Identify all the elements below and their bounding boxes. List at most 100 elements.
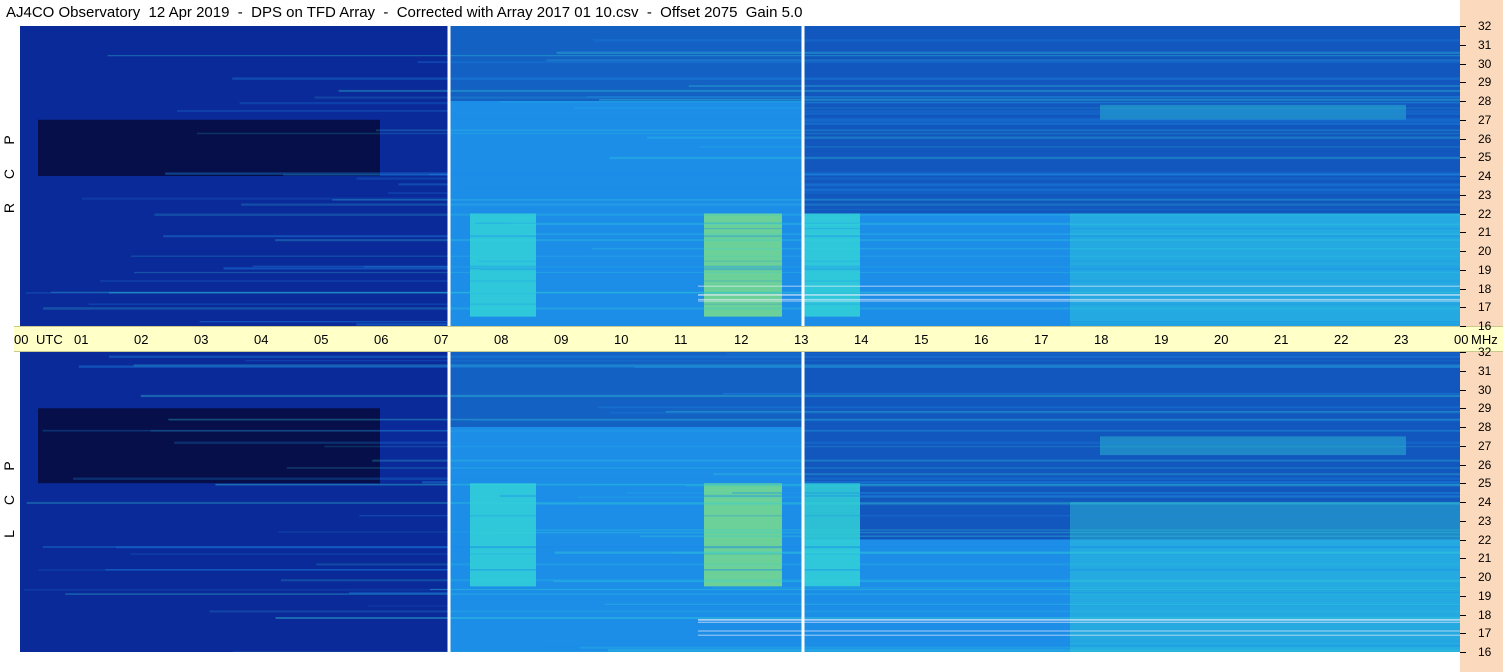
frequency-tick-label: 24	[1478, 495, 1492, 509]
utc-tick-label: 14	[854, 332, 869, 347]
spectral-stripe	[634, 366, 1460, 368]
spectral-stripe	[545, 112, 1460, 115]
frequency-tick-label: 31	[1478, 363, 1492, 378]
emission-feature	[1070, 502, 1460, 652]
frequency-tick-mark	[1460, 251, 1466, 252]
spectral-stripe	[474, 532, 1460, 534]
spectral-stripe	[286, 467, 1460, 469]
frequency-tick-label: 21	[1478, 225, 1492, 240]
frequency-tick-label: 24	[1478, 169, 1492, 183]
utc-tick-label: 19	[1154, 332, 1169, 347]
spectral-stripe	[283, 174, 1460, 176]
polarization-letter: L	[1, 530, 17, 538]
spectral-stripe	[387, 192, 1460, 194]
spectral-stripe	[554, 551, 1460, 554]
spectral-stripe	[280, 579, 1460, 582]
spectral-stripe	[349, 591, 1460, 595]
spectral-stripe	[593, 39, 1460, 42]
frequency-tick-label: 27	[1478, 112, 1492, 127]
spectral-stripe	[241, 203, 1460, 206]
spectral-stripe	[232, 651, 1460, 652]
spectral-stripe	[604, 603, 1460, 605]
frequency-tick-label: 32	[1478, 345, 1492, 359]
spectral-stripe	[536, 503, 1460, 506]
frequency-tick-label: 16	[1478, 319, 1492, 333]
frequency-tick-label: 27	[1478, 438, 1492, 453]
spectral-stripe	[665, 410, 1460, 413]
frequency-tick-mark	[1460, 101, 1466, 102]
utc-time-axis: 00 01 02 03 04 05 06 07 08 09 10 11 12 13 14 15 16 17 18 19…	[14, 326, 1503, 352]
frequency-tick-label: 25	[1478, 476, 1492, 491]
utc-tick-label: 17	[1034, 332, 1049, 347]
spectral-stripe	[232, 77, 1460, 80]
frequency-tick-mark	[1460, 288, 1466, 290]
data-gap-line	[801, 26, 805, 326]
frequency-tick-label: 19	[1478, 588, 1492, 603]
bright-interference-block	[704, 483, 782, 587]
spectral-stripe	[65, 593, 1460, 595]
spectral-stripe	[688, 85, 1460, 88]
utc-tick-label: 13	[794, 332, 809, 347]
spectral-stripe	[614, 122, 1460, 125]
frequency-tick-mark	[1460, 82, 1466, 84]
spectral-stripe	[513, 184, 1460, 187]
frequency-tick-label: 32	[1478, 19, 1492, 33]
frequency-tick-mark	[1460, 408, 1466, 410]
frequency-tick-mark	[1460, 539, 1466, 541]
spectral-stripe	[150, 430, 1460, 432]
spectral-stripe	[368, 605, 1460, 607]
spectral-stripe	[429, 173, 1460, 176]
polarization-letter: P	[1, 461, 17, 471]
frequency-tick-mark	[1460, 595, 1466, 597]
polarization-label-strip	[0, 26, 20, 652]
polarization-letter: R	[1, 202, 17, 214]
emission-feature	[1100, 104, 1406, 120]
spectral-stripe	[105, 569, 1460, 571]
frequency-tick-label: 28	[1478, 94, 1492, 108]
frequency-tick-label: 17	[1478, 300, 1492, 315]
spectral-stripe	[573, 107, 1460, 109]
utc-tick-label: 10	[614, 332, 629, 347]
spectral-stripe	[655, 227, 1460, 230]
bright-interference-block	[470, 483, 536, 587]
spectral-stripe	[429, 588, 1460, 591]
frequency-tick-label: 22	[1478, 206, 1492, 221]
dark-absorption-region	[38, 119, 380, 176]
frequency-tick-label: 17	[1478, 626, 1492, 641]
spectral-stripe	[422, 481, 1460, 484]
interference-line	[698, 285, 1460, 287]
spectral-stripe	[495, 529, 1460, 532]
frequency-tick-label: 18	[1478, 607, 1492, 622]
spectral-stripe	[88, 303, 1460, 305]
utc-tick-label: 00	[14, 332, 29, 347]
utc-tick-label: 06	[374, 332, 389, 347]
spectral-stripe	[499, 494, 1460, 497]
spectral-stripe	[712, 586, 1460, 589]
spectral-stripe	[609, 156, 1460, 160]
spectral-stripe	[450, 118, 1460, 121]
spectral-stripe	[417, 61, 1460, 64]
spectral-stripe	[108, 292, 1460, 294]
spectral-stripe	[174, 441, 1460, 444]
spectral-stripe	[43, 307, 1460, 310]
frequency-tick-mark	[1460, 63, 1466, 65]
spectral-stripe	[478, 260, 1460, 263]
frequency-tick-mark	[1460, 307, 1466, 309]
frequency-tick-mark	[1460, 558, 1466, 560]
utc-tick-label: 23	[1394, 332, 1409, 347]
frequency-tick-mark	[1460, 44, 1466, 46]
spectral-stripe	[23, 588, 1460, 591]
spectral-stripe	[553, 580, 1460, 583]
frequency-tick-mark	[1460, 326, 1466, 327]
spectral-stripe	[50, 291, 1460, 294]
spectral-stripe	[579, 646, 1460, 649]
data-gap-line	[801, 352, 805, 652]
spectral-stripe	[646, 136, 1460, 139]
frequency-tick-mark	[1460, 483, 1466, 485]
spectral-stripe	[163, 235, 1460, 238]
spectral-stripe	[133, 364, 1460, 367]
frequency-tick-label: 23	[1478, 513, 1492, 528]
upper-band-shade	[449, 352, 803, 427]
spectral-stripe	[363, 266, 1460, 268]
spectral-stripe	[338, 89, 1460, 92]
